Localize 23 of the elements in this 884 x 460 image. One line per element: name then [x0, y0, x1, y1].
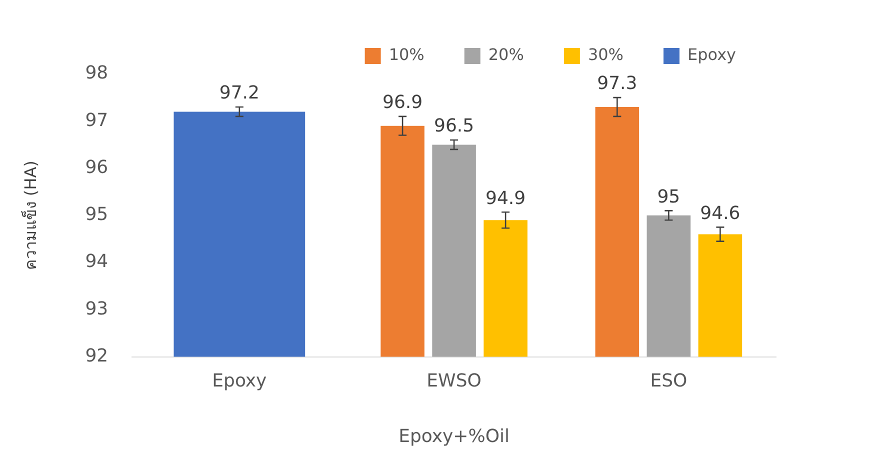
y-tick-label: 98 [85, 62, 108, 84]
data-label: 97.2 [219, 82, 260, 104]
legend-label: 10% [388, 45, 424, 64]
legend-label: Epoxy [688, 45, 736, 64]
data-label: 94.9 [486, 188, 526, 209]
data-label: 95 [657, 186, 680, 208]
y-axis-title: ความแข็ง (HA) [20, 160, 40, 270]
y-tick-label: 95 [85, 204, 108, 226]
data-label: 94.6 [700, 202, 740, 224]
data-label: 96.9 [382, 92, 423, 114]
data-label: 97.3 [597, 73, 638, 94]
y-tick-label: 92 [85, 345, 108, 366]
x-tick-label: EWSO [426, 370, 482, 392]
x-tick-label: ESO [650, 370, 688, 392]
x-axis-title: Epoxy+%Oil [398, 426, 510, 447]
y-tick-label: 97 [85, 110, 108, 131]
y-tick-label: 94 [85, 251, 108, 272]
x-tick-label: Epoxy [212, 370, 268, 392]
legend-label: 20% [488, 45, 524, 64]
y-tick-label: 96 [85, 156, 108, 178]
y-tick-label: 93 [85, 298, 108, 320]
data-label: 96.5 [434, 116, 474, 137]
legend-label: 30% [588, 45, 624, 64]
